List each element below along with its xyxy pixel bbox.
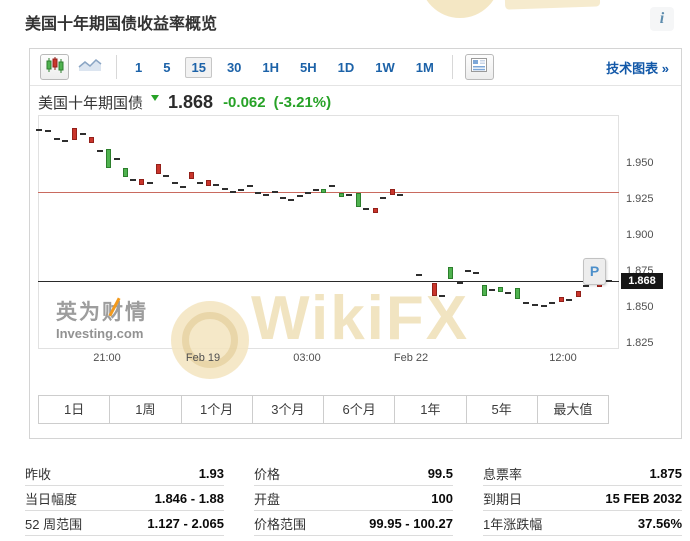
interval-1W[interactable]: 1W bbox=[375, 59, 395, 75]
stat-value: 100 bbox=[431, 490, 453, 506]
top-watermark-fragment bbox=[504, 0, 601, 10]
candlestick-chart-button[interactable] bbox=[40, 54, 69, 80]
stat-value: 1.875 bbox=[649, 465, 682, 481]
stat-row: 价格 99.5 bbox=[254, 461, 453, 486]
stat-row: 开盘 100 bbox=[254, 486, 453, 511]
stat-row: 52 周范围 1.127 - 2.065 bbox=[25, 511, 224, 536]
stat-column: 价格 99.5 开盘 100 价格范围 99.95 - 100.27 bbox=[254, 461, 453, 536]
chart-widget: 1 5 15 30 1H 5H 1D 1W 1M 技术图表 » 美国十年期国债 1.868 -0… bbox=[29, 48, 682, 439]
p-marker[interactable]: P bbox=[583, 258, 606, 285]
y-axis-label: 1.950 bbox=[626, 157, 654, 169]
x-axis-label: 12:00 bbox=[549, 352, 577, 364]
stat-label: 1年涨跌幅 bbox=[483, 516, 543, 532]
stat-row: 1年涨跌幅 37.56% bbox=[483, 511, 682, 536]
y-axis-label: 1.925 bbox=[626, 193, 654, 205]
technical-chart-link[interactable]: 技术图表 » bbox=[606, 60, 669, 76]
stat-label: 昨收 bbox=[25, 466, 52, 482]
stat-label: 当日幅度 bbox=[25, 491, 78, 507]
stat-row: 昨收 1.93 bbox=[25, 461, 224, 486]
quote-header: 美国十年期国债 1.868 -0.062 (-3.21%) bbox=[38, 90, 339, 114]
y-axis-label: 1.900 bbox=[626, 229, 654, 241]
line-chart-button[interactable] bbox=[75, 54, 104, 80]
last-price-badge: 1.868 bbox=[621, 273, 663, 289]
stat-row: 价格范围 99.95 - 100.27 bbox=[254, 511, 453, 536]
interval-30[interactable]: 30 bbox=[226, 59, 242, 75]
toolbar-separator bbox=[451, 55, 453, 79]
down-arrow-icon bbox=[151, 95, 160, 101]
interval-1M[interactable]: 1M bbox=[415, 59, 434, 75]
price-change-percent: (-3.21%) bbox=[273, 93, 332, 111]
interval-1D[interactable]: 1D bbox=[337, 59, 355, 75]
stat-row: 当日幅度 1.846 - 1.88 bbox=[25, 486, 224, 511]
period-最大值[interactable]: 最大值 bbox=[536, 396, 608, 423]
period-1日[interactable]: 1日 bbox=[64, 402, 85, 417]
period-1周[interactable]: 1周 bbox=[109, 396, 180, 423]
stat-label: 息票率 bbox=[483, 466, 523, 482]
stat-value: 1.93 bbox=[198, 465, 224, 481]
chart-toolbar: 1 5 15 30 1H 5H 1D 1W 1M 技术图表 » bbox=[30, 49, 681, 86]
line-chart-icon bbox=[78, 58, 102, 77]
x-axis-label: Feb 22 bbox=[393, 352, 429, 364]
y-axis-label: 1.825 bbox=[626, 337, 654, 349]
stat-value: 37.56% bbox=[637, 515, 682, 531]
period-1年[interactable]: 1年 bbox=[394, 396, 465, 423]
interval-15[interactable]: 15 bbox=[185, 56, 212, 78]
x-axis-label: 21:00 bbox=[93, 352, 121, 364]
stat-label: 52 周范围 bbox=[25, 516, 83, 532]
period-5年[interactable]: 5年 bbox=[465, 396, 537, 423]
price-change: -0.062 bbox=[223, 93, 266, 111]
stat-row: 息票率 1.875 bbox=[483, 461, 682, 486]
stat-value: 15 FEB 2032 bbox=[605, 490, 682, 506]
stat-label: 开盘 bbox=[254, 491, 281, 507]
interval-5H[interactable]: 5H bbox=[300, 59, 317, 75]
interval-5[interactable]: 5 bbox=[163, 59, 171, 75]
stat-column: 昨收 1.93 当日幅度 1.846 - 1.88 52 周范围 1.127 - 2.06… bbox=[25, 461, 224, 536]
info-icon[interactable]: i bbox=[650, 7, 674, 31]
candlestick-icon bbox=[46, 56, 64, 78]
interval-group: 1 5 15 30 1H 5H 1D 1W 1M bbox=[129, 56, 440, 78]
period-bar: 1日 1周 1个月 3个月 6个月 1年 5年 最大值 bbox=[38, 395, 609, 424]
plot-area bbox=[38, 115, 619, 349]
interval-1H[interactable]: 1H bbox=[262, 59, 280, 75]
period-1个月[interactable]: 1个月 bbox=[180, 396, 252, 423]
interval-1[interactable]: 1 bbox=[135, 59, 143, 75]
news-button[interactable] bbox=[464, 54, 494, 80]
stat-value: 99.5 bbox=[427, 465, 453, 481]
stat-value: 1.846 - 1.88 bbox=[154, 490, 224, 506]
stat-label: 价格 bbox=[254, 466, 281, 482]
stat-row: 到期日 15 FEB 2032 bbox=[483, 486, 682, 511]
stat-value: 1.127 - 2.065 bbox=[147, 515, 224, 531]
stat-label: 价格范围 bbox=[254, 516, 307, 532]
stat-value: 99.95 - 100.27 bbox=[369, 515, 453, 531]
stats: 昨收 1.93 当日幅度 1.846 - 1.88 52 周范围 1.127 - 2.06… bbox=[25, 461, 682, 536]
y-axis-label: 1.850 bbox=[626, 301, 654, 313]
news-layout-icon bbox=[471, 57, 488, 77]
x-axis-label: 03:00 bbox=[293, 352, 321, 364]
instrument-name: 美国十年期国债 bbox=[38, 94, 144, 112]
x-axis-label: Feb 19 bbox=[185, 352, 221, 364]
last-price: 1.868 bbox=[168, 91, 214, 112]
period-6个月[interactable]: 6个月 bbox=[323, 396, 394, 423]
stat-column: 息票率 1.875 到期日 15 FEB 2032 1年涨跌幅 37.56% bbox=[483, 461, 682, 536]
period-3个月[interactable]: 3个月 bbox=[251, 396, 323, 423]
page-title: 美国十年期国债收益率概览 bbox=[25, 16, 218, 33]
stat-label: 到期日 bbox=[483, 491, 523, 507]
toolbar-separator bbox=[116, 55, 117, 79]
top-watermark-circle bbox=[420, 0, 500, 18]
